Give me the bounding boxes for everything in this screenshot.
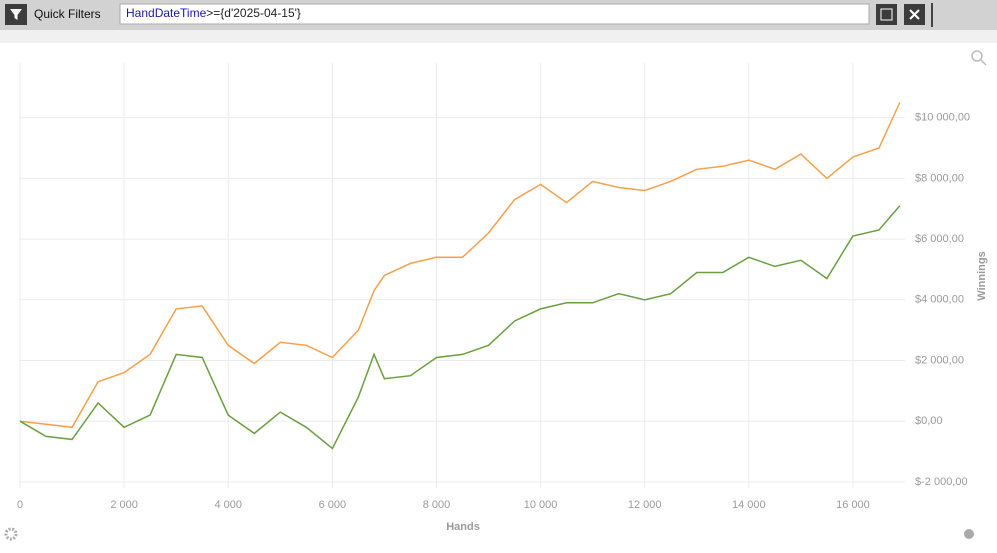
zoom-handle (980, 59, 987, 66)
y-tick-label: $-2 000,00 (915, 476, 968, 488)
x-tick-label: 12 000 (628, 499, 662, 511)
x-tick-label: 8 000 (423, 499, 451, 511)
x-tick-label: 2 000 (110, 499, 138, 511)
plot-area (20, 63, 905, 488)
series-line (19, 205, 901, 450)
y-tick-label: $6 000,00 (915, 233, 964, 245)
x-tick-label: 14 000 (732, 499, 766, 511)
x-tick-label: 16 000 (836, 499, 870, 511)
save-icon (880, 8, 893, 21)
zoom-icon[interactable] (971, 50, 983, 62)
settings-icon[interactable] (4, 527, 18, 541)
y-tick-label: $8 000,00 (915, 172, 964, 184)
x-tick-label: 10 000 (524, 499, 558, 511)
filter-input[interactable] (119, 3, 870, 25)
y-tick-label: $4 000,00 (915, 294, 964, 306)
y-axis-title: Winnings (976, 251, 988, 300)
x-axis-title: Hands (446, 521, 480, 533)
series-line (19, 102, 901, 429)
info-icon[interactable] (964, 529, 974, 539)
filter-value: >={d'2025-04-15'} (206, 6, 301, 20)
x-tick-label: 4 000 (214, 499, 242, 511)
funnel (10, 9, 22, 20)
save-button[interactable] (876, 4, 897, 25)
plot: $-2 000,00 $0,00 $2 000,00 $4 000,00 $6 000,… (17, 63, 970, 511)
y-tick-label: $2 000,00 (915, 354, 964, 366)
x-tick-label: 6 000 (319, 499, 347, 511)
clear-icon (909, 9, 920, 20)
filter-text: HandDateTime>={d'2025-04-15'} (126, 6, 301, 20)
y-tick-label: $0,00 (915, 415, 943, 427)
filter-field: HandDateTime (126, 6, 207, 20)
y-tick-label: $10 000,00 (915, 112, 970, 124)
toolbar-label: Quick Filters (34, 7, 101, 21)
x-tick-label: 0 (17, 499, 23, 511)
toolbar-shadow (0, 30, 997, 43)
